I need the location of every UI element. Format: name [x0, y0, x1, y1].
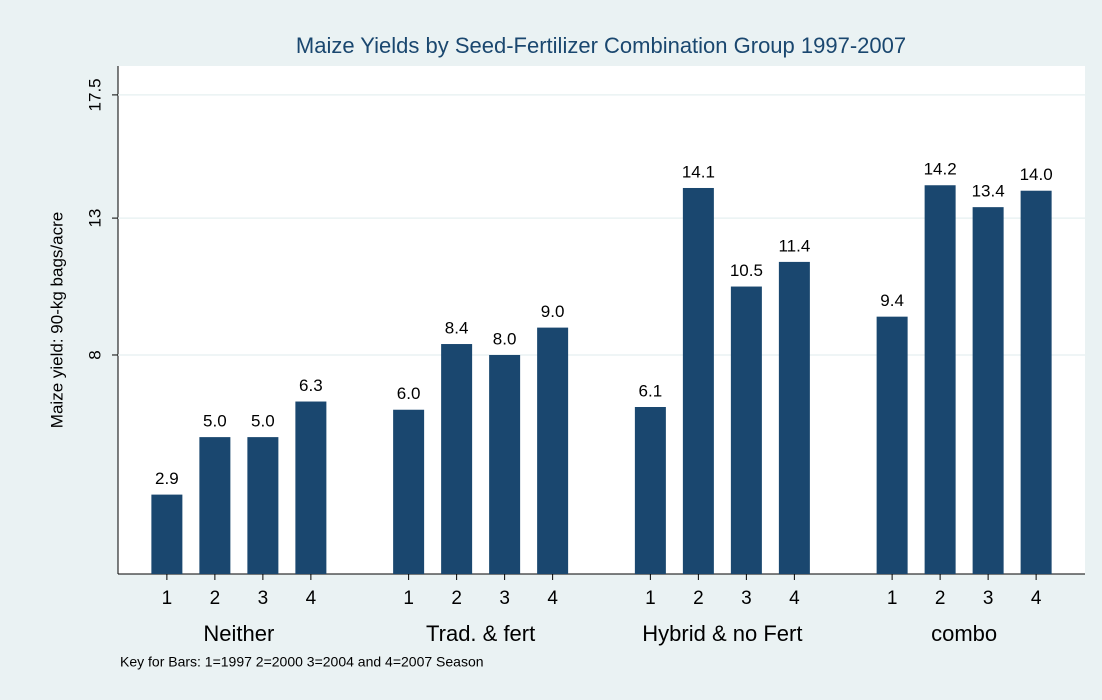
bar — [199, 437, 231, 574]
x-tick-label: 3 — [983, 588, 994, 609]
value-label: 10.5 — [730, 261, 763, 280]
value-label: 6.0 — [397, 384, 421, 403]
value-label: 14.0 — [1020, 165, 1053, 184]
value-label: 8.0 — [493, 329, 517, 348]
value-label: 14.1 — [682, 162, 715, 181]
x-tick-label: 1 — [645, 588, 656, 609]
y-tick-label: 13 — [85, 209, 104, 228]
x-tick-label: 2 — [210, 588, 221, 609]
bar — [441, 344, 473, 574]
bar — [876, 316, 908, 574]
value-label: 14.2 — [924, 160, 957, 179]
value-label: 8.4 — [445, 319, 469, 338]
y-tick-label: 17.5 — [85, 78, 104, 111]
x-tick-label: 1 — [162, 588, 173, 609]
x-tick-label: 1 — [403, 588, 414, 609]
bar — [972, 207, 1004, 575]
value-label: 5.0 — [251, 412, 275, 431]
x-tick-label: 4 — [1031, 588, 1042, 609]
value-label: 13.4 — [972, 182, 1005, 201]
group-label: Hybrid & no Fert — [642, 621, 802, 646]
value-label: 11.4 — [778, 236, 810, 255]
value-label: 6.3 — [299, 376, 323, 395]
bar — [489, 354, 521, 574]
plot-area — [118, 66, 1085, 574]
bar — [924, 185, 956, 574]
bar — [730, 286, 762, 574]
x-tick-label: 4 — [789, 588, 800, 609]
x-tick-label: 3 — [741, 588, 752, 609]
x-tick-label: 2 — [451, 588, 462, 609]
x-tick-label: 3 — [258, 588, 269, 609]
group-label: Neither — [203, 621, 274, 646]
value-label: 6.1 — [639, 381, 663, 400]
value-label: 9.4 — [880, 291, 904, 310]
bar — [247, 437, 279, 574]
group-label: Trad. & fert — [426, 621, 535, 646]
bar — [1020, 190, 1052, 574]
value-label: 2.9 — [155, 469, 179, 488]
y-tick-label: 8 — [85, 350, 104, 359]
bar — [295, 401, 327, 574]
y-axis-label: Maize yield: 90-kg bags/acre — [47, 212, 66, 428]
x-tick-label: 2 — [693, 588, 704, 609]
bar — [634, 407, 666, 574]
bar — [682, 187, 714, 574]
group-label: combo — [931, 621, 997, 646]
chart-title: Maize Yields by Seed-Fertilizer Combinat… — [296, 33, 906, 58]
value-label: 9.0 — [541, 302, 565, 321]
x-tick-label: 1 — [887, 588, 898, 609]
bar — [393, 409, 425, 574]
bar — [537, 327, 569, 574]
x-tick-label: 4 — [306, 588, 317, 609]
x-tick-label: 2 — [935, 588, 946, 609]
x-tick-label: 3 — [499, 588, 510, 609]
bar — [151, 494, 183, 574]
note: Key for Bars: 1=1997 2=2000 3=2004 and 4… — [120, 654, 484, 670]
x-tick-label: 4 — [547, 588, 558, 609]
value-label: 5.0 — [203, 412, 227, 431]
bar — [778, 261, 810, 574]
